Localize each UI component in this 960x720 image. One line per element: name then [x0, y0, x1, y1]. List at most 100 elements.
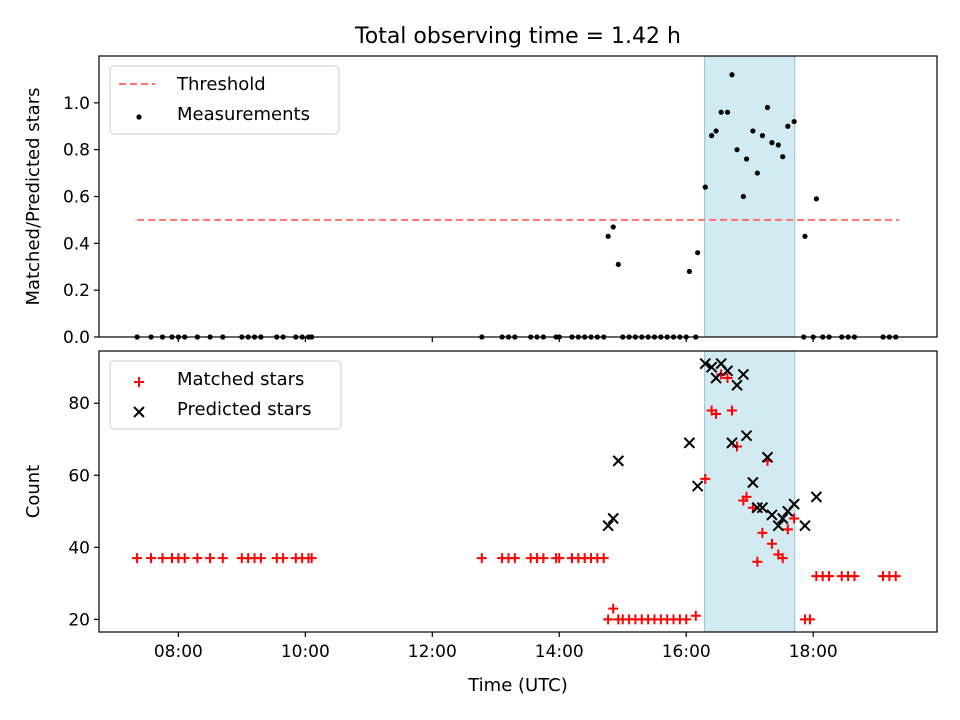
x-tick-label: 14:00 [535, 642, 584, 662]
data-point [718, 109, 724, 115]
x-axis-label: Time (UTC) [467, 675, 568, 696]
data-point [686, 268, 693, 275]
data-point [782, 524, 793, 535]
data-point [711, 409, 722, 420]
data-point [726, 437, 738, 449]
data-point [255, 553, 266, 564]
data-point [205, 553, 216, 564]
x-tick-label: 16:00 [662, 642, 711, 662]
data-point [764, 104, 771, 111]
data-point [747, 476, 759, 489]
x-tick-label: 08:00 [154, 642, 203, 662]
data-point [824, 571, 835, 582]
data-point [759, 133, 766, 139]
ratio-panel: 0.0 0.2 0.4 0.6 0.8 1.0 Matched/Predicted star… [23, 55, 938, 348]
data-point [192, 553, 203, 564]
data-point [133, 406, 145, 418]
data-point [732, 441, 743, 452]
series-predicted-stars [602, 357, 823, 532]
data-point [713, 128, 719, 134]
data-point [554, 553, 565, 564]
data-point [722, 373, 733, 384]
count-panel: 20 40 60 80 08:00 10:00 12:00 14:00 16:00 18:00 Co… [23, 350, 938, 662]
data-point [740, 429, 753, 442]
y-tick-label: 0.6 [63, 188, 90, 208]
data-point [683, 437, 696, 449]
observing-window-highlight [704, 55, 796, 338]
legend-label: Matched stars [177, 369, 304, 390]
data-point [743, 156, 750, 162]
data-point [695, 250, 701, 256]
data-point [761, 451, 774, 463]
data-point [791, 118, 797, 125]
data-point [476, 553, 487, 564]
legend: Matched stars Predicted stars [109, 360, 342, 430]
data-point [179, 553, 190, 564]
data-point [777, 553, 788, 564]
data-point [710, 372, 722, 384]
data-point [726, 405, 737, 416]
data-point [700, 473, 711, 484]
legend-box [109, 360, 342, 430]
data-point [724, 109, 731, 115]
y-tick-label: 0.0 [63, 328, 90, 348]
data-point [699, 357, 711, 370]
data-point [691, 480, 704, 492]
data-point [734, 147, 740, 153]
x-tick-label: 10:00 [281, 642, 330, 662]
y-tick-label: 0.4 [63, 234, 90, 254]
data-point [890, 571, 901, 582]
data-point [132, 553, 143, 564]
chart-title: Total observing time = 1.42 h [354, 24, 681, 49]
data-point [602, 520, 614, 532]
data-point [610, 224, 616, 230]
legend: Threshold Measurements [109, 65, 340, 135]
data-point [721, 365, 734, 377]
legend-label: Threshold [176, 74, 266, 95]
data-point [741, 491, 752, 502]
data-point [775, 142, 781, 148]
y-tick-label: 0.2 [63, 281, 90, 301]
legend-label: Measurements [177, 104, 310, 125]
data-point [157, 553, 168, 564]
data-point [766, 538, 777, 549]
y-tick-label: 0.8 [63, 141, 90, 161]
data-point [702, 184, 708, 190]
data-point [607, 512, 619, 525]
y-axis-label: Matched/Predicted stars [23, 88, 44, 306]
data-point [750, 128, 756, 134]
y-tick-label: 60 [68, 466, 90, 486]
axes-frame [98, 350, 938, 633]
data-point [754, 170, 760, 176]
y-tick-label: 20 [68, 610, 90, 630]
data-point [799, 520, 811, 532]
data-point [789, 513, 800, 524]
data-point [757, 527, 768, 538]
data-point [146, 553, 157, 564]
data-point [772, 520, 784, 532]
data-point [752, 556, 763, 567]
data-point [278, 553, 289, 564]
data-point [608, 603, 619, 614]
series-matched-stars [132, 369, 901, 625]
data-point [598, 553, 609, 564]
data-point [813, 196, 819, 202]
data-point [615, 261, 621, 268]
data-point [603, 614, 614, 625]
data-point [612, 455, 625, 467]
y-tick-label: 40 [68, 538, 90, 558]
y-tick-label: 80 [68, 394, 90, 414]
data-point [849, 571, 860, 582]
data-point [134, 377, 144, 387]
x-tick-label: 18:00 [789, 642, 838, 662]
x-tick-label: 12:00 [408, 642, 457, 662]
y-tick-label: 1.0 [63, 94, 90, 114]
data-point [729, 72, 735, 78]
data-point [538, 553, 549, 564]
data-point [690, 610, 701, 621]
data-point [737, 368, 750, 381]
data-point [705, 361, 718, 373]
observing-window-highlight [704, 350, 796, 633]
data-point [731, 379, 743, 391]
